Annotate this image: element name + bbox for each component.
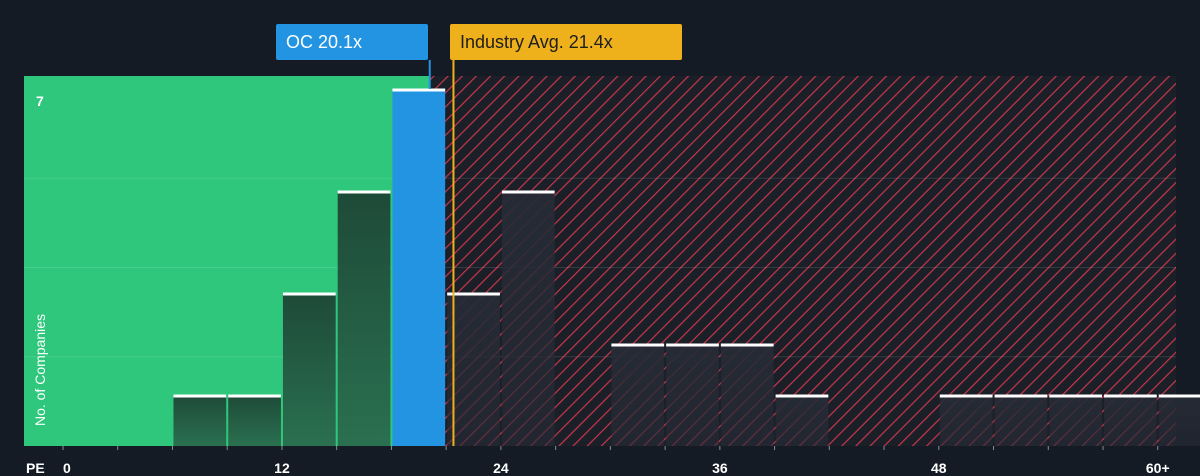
histogram-bar bbox=[1158, 395, 1200, 446]
y-max-tick-label: 7 bbox=[36, 93, 44, 109]
histogram-bar bbox=[1104, 395, 1157, 446]
company-pe-label: OC 20.1x bbox=[276, 24, 428, 60]
histogram-bar bbox=[173, 395, 227, 446]
x-tick-label: 0 bbox=[63, 460, 71, 476]
x-tick-label: 12 bbox=[274, 460, 290, 476]
x-tick-label: 36 bbox=[712, 460, 728, 476]
x-tick-label: 60+ bbox=[1146, 460, 1170, 476]
x-tick-label: 48 bbox=[931, 460, 947, 476]
gridlines bbox=[24, 177, 1176, 358]
histogram-bar bbox=[775, 395, 829, 446]
histogram-bar bbox=[392, 89, 446, 446]
x-axis-ticks: 0 12 24 36 48 60+ bbox=[62, 446, 1170, 476]
histogram-bar bbox=[720, 344, 774, 446]
histogram-bar bbox=[939, 395, 993, 446]
histogram-bar bbox=[501, 191, 555, 446]
histogram-bar bbox=[611, 344, 665, 446]
histogram-bar bbox=[447, 293, 500, 446]
y-axis-title: No. of Companies bbox=[32, 313, 48, 427]
histogram-bar bbox=[994, 395, 1048, 446]
x-axis-title: PE bbox=[26, 460, 45, 476]
histogram-bar bbox=[1049, 395, 1103, 446]
histogram-bar bbox=[228, 395, 281, 446]
histogram-bar bbox=[666, 344, 719, 446]
histogram-bar bbox=[282, 293, 336, 446]
industry-avg-label: Industry Avg. 21.4x bbox=[450, 24, 682, 60]
histogram-bar bbox=[337, 191, 391, 446]
bars bbox=[173, 88, 1200, 446]
x-tick-label: 24 bbox=[493, 460, 509, 476]
markers bbox=[428, 60, 455, 446]
